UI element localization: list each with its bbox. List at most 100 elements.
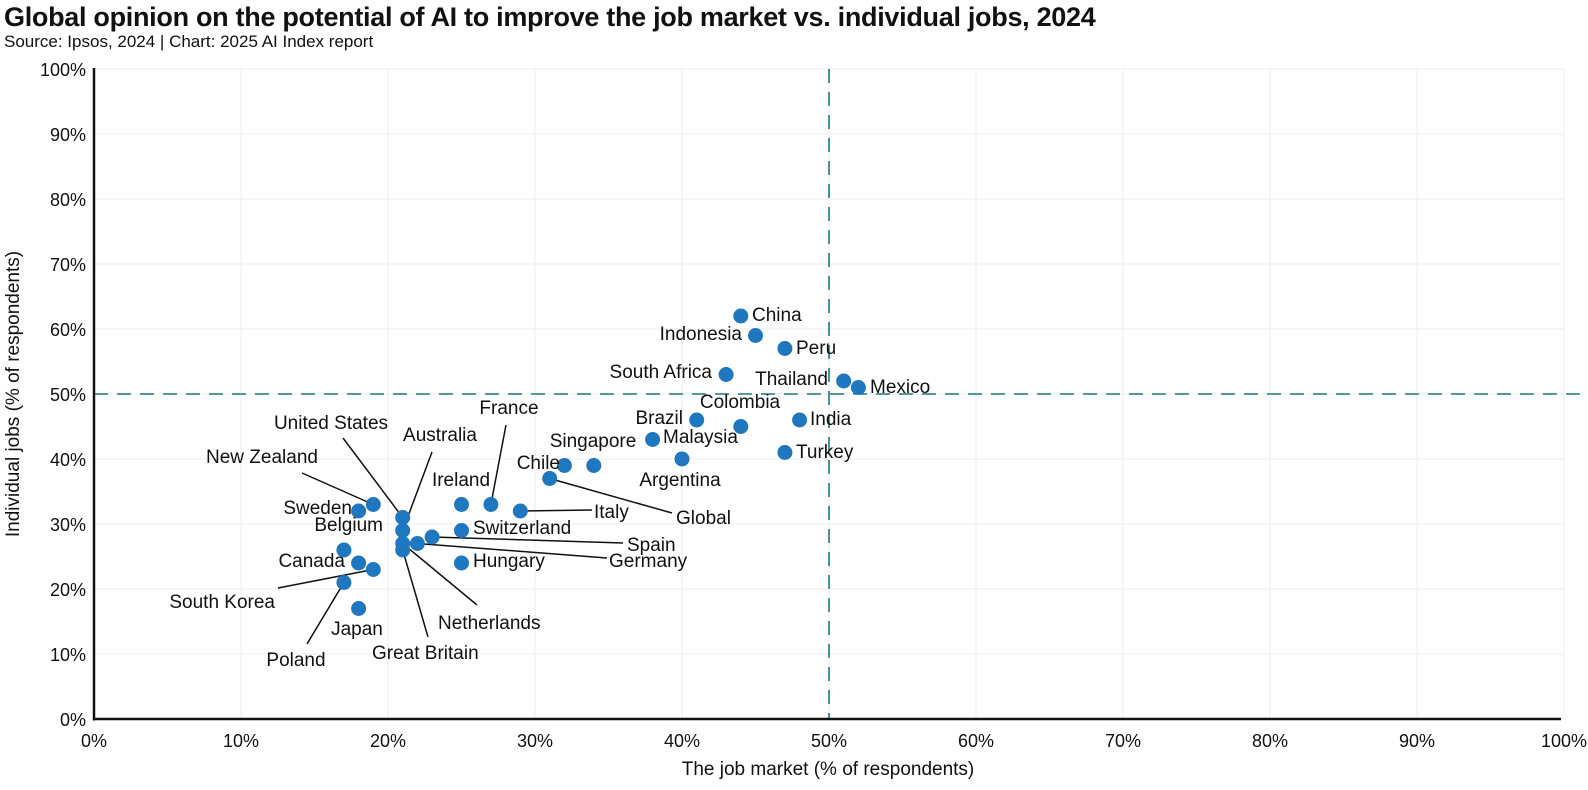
- y-tick-label: 100%: [40, 60, 86, 80]
- y-tick-label: 80%: [50, 190, 86, 210]
- label-mexico: Mexico: [870, 377, 930, 398]
- leader-line: [549, 477, 673, 514]
- point-australia: [395, 523, 411, 538]
- x-tick-label: 100%: [1541, 731, 1587, 751]
- label-hungary: Hungary: [473, 551, 545, 572]
- point-ireland: [454, 497, 469, 512]
- y-tick-label: 10%: [50, 645, 86, 665]
- y-tick-label: 20%: [50, 580, 86, 600]
- label-south-korea: South Korea: [169, 592, 275, 613]
- label-france: France: [479, 398, 538, 419]
- x-tick-labels: 0% 10% 20% 30% 40% 50% 60% 70% 80% 90% 100%: [81, 731, 1587, 751]
- label-argentina: Argentina: [639, 470, 721, 491]
- point-sweden: [351, 503, 367, 519]
- label-sweden: Sweden: [283, 498, 352, 519]
- point-colombia: [733, 419, 749, 434]
- point-mexico: [850, 380, 866, 395]
- chart-title: Global opinion on the potential of AI to…: [4, 2, 1096, 32]
- point-china: [733, 308, 749, 324]
- x-tick-label: 10%: [223, 731, 259, 751]
- point-brazil: [689, 412, 705, 428]
- leader-lines: [277, 424, 673, 645]
- y-tick-label: 90%: [50, 125, 86, 145]
- point-new-zealand: [365, 497, 381, 512]
- y-tick-label: 40%: [50, 450, 86, 470]
- label-india: India: [810, 409, 852, 430]
- leader-line: [342, 437, 404, 518]
- point-argentina: [674, 451, 690, 467]
- point-hungary: [454, 555, 469, 571]
- label-malaysia: Malaysia: [663, 427, 738, 448]
- x-tick-label: 30%: [517, 731, 553, 751]
- label-colombia: Colombia: [700, 392, 781, 413]
- axes: [92, 68, 1561, 721]
- point-south-africa: [718, 367, 734, 382]
- point-south-korea: [365, 562, 381, 577]
- y-axis-title: Individual jobs (% of respondents): [3, 251, 24, 537]
- point-indonesia: [748, 328, 763, 343]
- x-axis-title: The job market (% of respondents): [682, 759, 975, 780]
- point-global: [542, 471, 558, 486]
- label-switzerland: Switzerland: [473, 518, 571, 539]
- reference-lines: [94, 69, 1588, 719]
- leader-line: [417, 542, 608, 559]
- label-united-states: United States: [274, 413, 388, 434]
- y-tick-label: 50%: [50, 385, 86, 405]
- label-japan: Japan: [331, 619, 383, 640]
- point-canada: [351, 555, 367, 571]
- point-united-states: [395, 510, 411, 525]
- leader-line: [306, 582, 345, 645]
- point-belgium: [336, 542, 352, 558]
- point-turkey: [777, 445, 793, 460]
- label-chile: Chile: [517, 453, 560, 474]
- leader-line: [401, 549, 429, 638]
- x-tick-label: 80%: [1252, 731, 1288, 751]
- x-tick-label: 60%: [958, 731, 994, 751]
- label-great-britain: Great Britain: [372, 643, 479, 664]
- leader-line: [490, 424, 507, 505]
- label-brazil: Brazil: [635, 408, 683, 429]
- leader-line: [277, 568, 374, 589]
- point-great-britain: [395, 542, 411, 558]
- point-spain: [424, 529, 440, 545]
- chart-subtitle: Source: Ipsos, 2024 | Chart: 2025 AI Ind…: [4, 32, 374, 51]
- leader-line: [520, 509, 593, 512]
- point-italy: [512, 503, 528, 519]
- label-spain: Spain: [627, 535, 676, 556]
- point-france: [483, 497, 499, 512]
- label-australia: Australia: [403, 425, 477, 446]
- y-tick-label: 70%: [50, 255, 86, 275]
- label-canada: Canada: [278, 551, 345, 572]
- y-tick-labels: 0% 10% 20% 30% 40% 50% 60% 70% 80% 90% 100%: [40, 60, 86, 730]
- x-tick-label: 50%: [811, 731, 847, 751]
- leader-line: [432, 536, 624, 544]
- data-points: [336, 308, 866, 616]
- point-india: [792, 412, 808, 428]
- leader-line: [301, 472, 374, 506]
- point-labels: China Indonesia Peru South Africa Thailand Me…: [169, 305, 930, 671]
- point-malaysia: [645, 432, 661, 447]
- y-tick-label: 30%: [50, 515, 86, 535]
- y-tick-label: 60%: [50, 320, 86, 340]
- label-ireland: Ireland: [432, 470, 490, 491]
- label-thailand: Thailand: [755, 369, 828, 390]
- leader-line: [402, 542, 478, 606]
- x-tick-label: 0%: [81, 731, 107, 751]
- label-peru: Peru: [796, 338, 836, 359]
- label-new-zealand: New Zealand: [206, 447, 318, 468]
- x-tick-label: 90%: [1399, 731, 1435, 751]
- point-peru: [777, 341, 793, 356]
- point-switzerland: [454, 523, 469, 538]
- point-thailand: [836, 373, 852, 389]
- label-singapore: Singapore: [550, 431, 637, 452]
- point-germany: [409, 536, 425, 551]
- point-poland: [336, 575, 352, 590]
- label-indonesia: Indonesia: [660, 324, 743, 345]
- label-south-africa: South Africa: [610, 362, 713, 383]
- x-tick-label: 70%: [1105, 731, 1141, 751]
- y-tick-label: 0%: [60, 710, 86, 730]
- label-poland: Poland: [266, 650, 325, 671]
- label-china: China: [752, 305, 802, 326]
- point-singapore: [586, 458, 602, 473]
